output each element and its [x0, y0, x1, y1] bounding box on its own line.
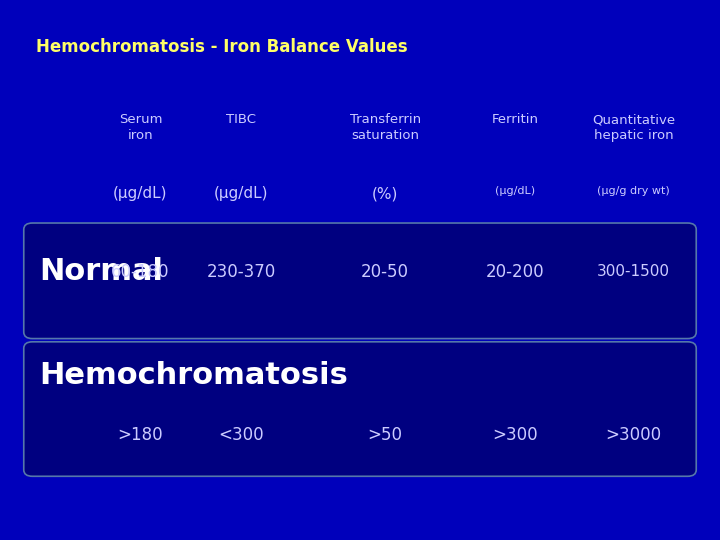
- Text: Quantitative
hepatic iron: Quantitative hepatic iron: [592, 113, 675, 143]
- Text: (μg/dL): (μg/dL): [495, 186, 535, 197]
- Text: >3000: >3000: [606, 426, 662, 444]
- Text: (μg/dL): (μg/dL): [214, 186, 269, 201]
- Text: Normal: Normal: [40, 257, 163, 286]
- Text: 300-1500: 300-1500: [597, 264, 670, 279]
- Text: <300: <300: [218, 426, 264, 444]
- Text: 20-200: 20-200: [485, 262, 544, 281]
- Text: 20-50: 20-50: [361, 262, 409, 281]
- Text: (μg/dL): (μg/dL): [113, 186, 168, 201]
- Text: (%): (%): [372, 186, 398, 201]
- Text: 230-370: 230-370: [207, 262, 276, 281]
- Text: Hemochromatosis: Hemochromatosis: [40, 361, 348, 390]
- Text: TIBC: TIBC: [226, 113, 256, 126]
- Text: >180: >180: [117, 426, 163, 444]
- Text: 60-180: 60-180: [111, 262, 170, 281]
- Text: >300: >300: [492, 426, 538, 444]
- FancyBboxPatch shape: [24, 223, 696, 339]
- FancyBboxPatch shape: [24, 342, 696, 476]
- Text: Hemochromatosis - Iron Balance Values: Hemochromatosis - Iron Balance Values: [36, 38, 408, 56]
- Text: (μg/g dry wt): (μg/g dry wt): [597, 186, 670, 197]
- Text: >50: >50: [368, 426, 402, 444]
- Text: Serum
iron: Serum iron: [119, 113, 162, 143]
- Text: Ferritin: Ferritin: [491, 113, 539, 126]
- Text: Transferrin
saturation: Transferrin saturation: [350, 113, 420, 143]
